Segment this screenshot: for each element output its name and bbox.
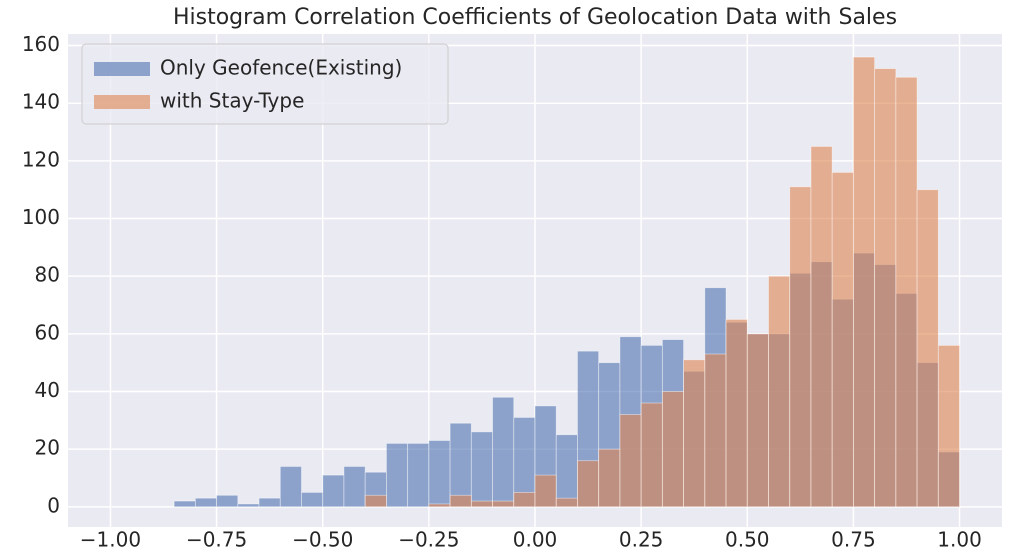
legend: Only Geofence(Existing) with Stay-Type	[81, 43, 449, 125]
bar	[916, 189, 939, 508]
x-tick-label: −0.25	[398, 528, 459, 552]
legend-label: with Stay-Type	[160, 89, 304, 113]
legend-label: Only Geofence(Existing)	[160, 56, 402, 80]
bar	[428, 503, 451, 508]
x-tick-label: 1.00	[937, 528, 982, 552]
bar	[577, 460, 600, 508]
bar	[194, 497, 217, 508]
y-tick-label: 120	[22, 147, 60, 171]
y-tick-label: 0	[47, 493, 60, 517]
bar	[555, 434, 578, 508]
bar	[768, 275, 791, 508]
chart-title: Histogram Correlation Coefficients of Ge…	[173, 5, 897, 30]
bar	[725, 319, 748, 508]
bar	[301, 492, 324, 508]
y-tick-label: 80	[35, 263, 60, 287]
bar	[343, 466, 366, 508]
y-tick-label: 160	[22, 32, 60, 56]
legend-swatch	[94, 95, 150, 109]
x-tick-label: −0.50	[292, 528, 353, 552]
bar	[449, 422, 472, 508]
bar	[492, 396, 515, 508]
bar	[810, 146, 833, 508]
bar	[789, 186, 812, 508]
bar	[661, 391, 684, 508]
ticks: 0 20 40 60 80 100 120 140 160 −1.00 −0.75 −0.50 −0.2…	[22, 32, 982, 551]
bar	[386, 442, 409, 508]
bar	[258, 497, 281, 508]
y-tick-label: 100	[22, 205, 60, 229]
bar	[322, 474, 345, 508]
bar	[364, 494, 387, 508]
bar	[598, 448, 621, 508]
y-tick-label: 60	[35, 320, 60, 344]
bar	[937, 344, 960, 508]
legend-box	[81, 43, 449, 125]
bar	[216, 494, 239, 508]
bar	[746, 333, 769, 508]
y-tick-label: 40	[35, 378, 60, 402]
y-tick-label: 140	[22, 90, 60, 114]
x-tick-label: 0.25	[619, 528, 664, 552]
bar	[449, 494, 472, 508]
bar	[831, 171, 854, 508]
bar	[874, 68, 897, 508]
x-tick-label: 0.50	[725, 528, 770, 552]
bar	[895, 76, 918, 508]
bar	[428, 440, 451, 508]
bar	[173, 500, 196, 508]
bar	[555, 497, 578, 508]
bar	[704, 353, 727, 508]
x-tick-label: −0.75	[186, 528, 247, 552]
x-tick-label: 0.00	[513, 528, 558, 552]
bar	[237, 503, 260, 508]
bar	[470, 500, 493, 508]
bar	[619, 414, 642, 508]
x-tick-label: 0.75	[831, 528, 876, 552]
bar	[492, 500, 515, 508]
bars	[173, 56, 960, 508]
bar	[534, 474, 557, 508]
x-tick-label: −1.00	[80, 528, 141, 552]
bar	[853, 56, 876, 508]
bar	[470, 431, 493, 508]
bar	[640, 402, 663, 508]
bar	[279, 466, 302, 508]
y-tick-label: 20	[35, 436, 60, 460]
legend-swatch	[94, 62, 150, 76]
bar	[683, 359, 706, 508]
bar	[407, 442, 430, 508]
bar	[513, 492, 536, 508]
